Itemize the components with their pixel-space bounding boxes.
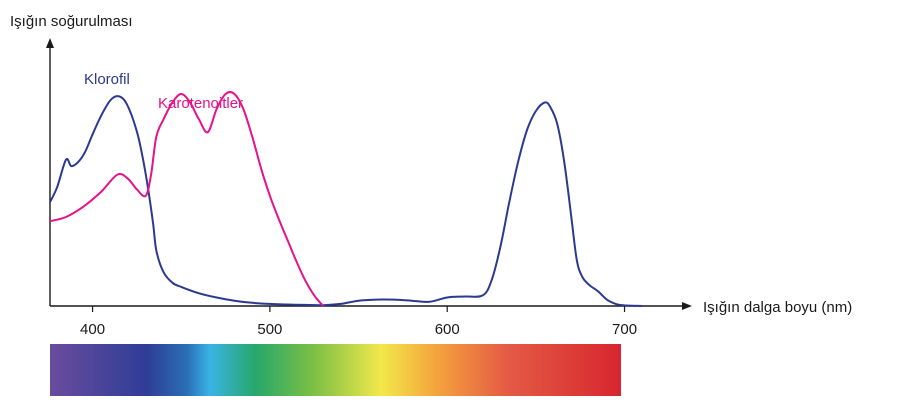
x-tick-label: 700 — [612, 321, 637, 338]
x-tick-label: 500 — [257, 321, 282, 338]
series-line-klorofil — [49, 95, 643, 307]
series-labels: Klorofil Karotenoitler — [84, 71, 243, 112]
y-axis-label: Işığın soğurulması — [10, 13, 133, 30]
series-label-klorofil: Klorofil — [84, 71, 130, 88]
series-line-karotenoitler — [49, 91, 324, 307]
axes — [46, 38, 692, 310]
x-tick-label: 600 — [435, 321, 460, 338]
visible-spectrum-bar — [50, 344, 621, 396]
x-ticks: 400 500 600 700 — [80, 306, 637, 338]
x-tick-label: 400 — [80, 321, 105, 338]
series-label-karotenoitler: Karotenoitler — [158, 95, 243, 112]
x-axis-label: Işığın dalga boyu (nm) — [703, 299, 852, 316]
series-lines — [49, 91, 643, 307]
